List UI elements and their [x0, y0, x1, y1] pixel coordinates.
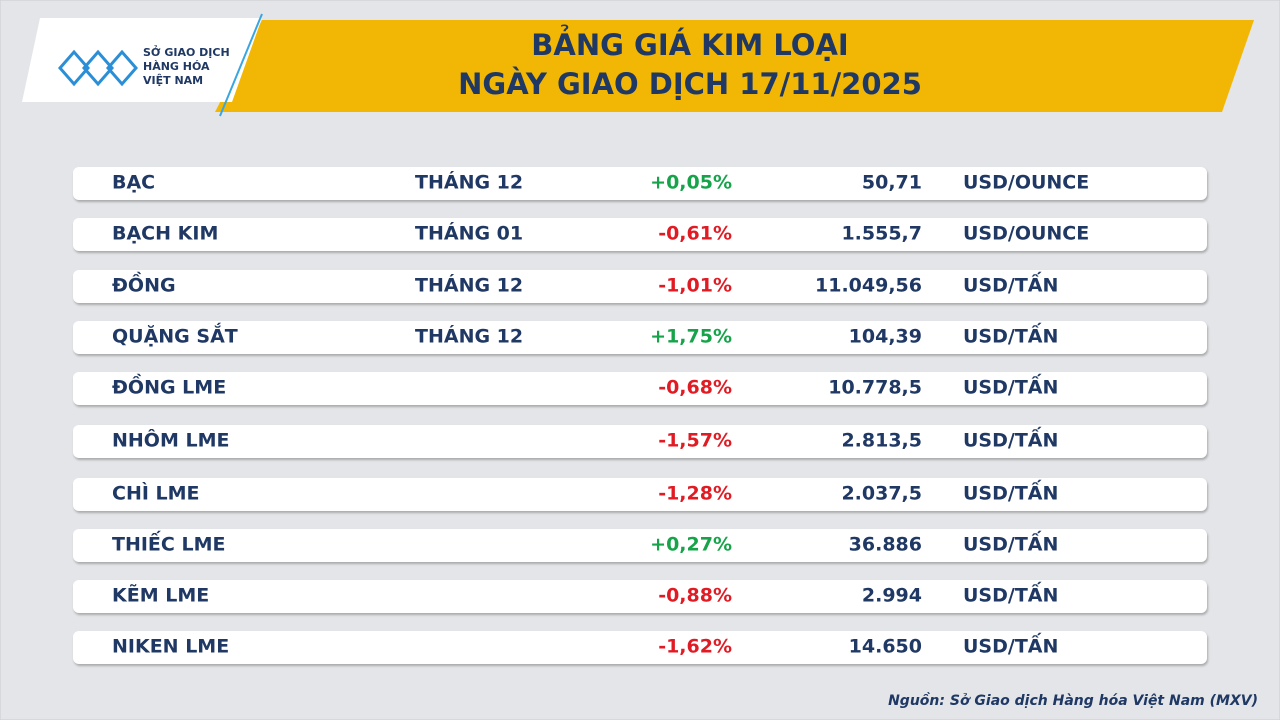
logo-text: VIỆT NAM	[143, 74, 203, 87]
price: 11.049,56	[815, 275, 922, 297]
logo-text: HÀNG HÓA	[143, 60, 210, 73]
price: 14.650	[849, 636, 922, 658]
price: 104,39	[849, 326, 922, 348]
unit: USD/TẤN	[963, 322, 1058, 348]
price-change: +1,75%	[650, 326, 732, 348]
commodity-name: KẼM LME	[112, 583, 209, 607]
row-background	[73, 425, 1207, 458]
contract-month: THÁNG 01	[415, 222, 523, 245]
commodity-name: NHÔM LME	[112, 428, 229, 452]
price: 2.813,5	[841, 430, 922, 452]
logo-text: SỞ GIAO DỊCH	[143, 45, 230, 59]
price: 50,71	[862, 172, 922, 194]
price-change: -1,01%	[658, 275, 732, 297]
row-background	[73, 218, 1207, 251]
contract-month: THÁNG 12	[415, 171, 523, 194]
price: 10.778,5	[828, 377, 922, 399]
price-change: -1,62%	[658, 636, 732, 658]
source: Nguồn: Sở Giao dịch Hàng hóa Việt Nam (M…	[888, 692, 1258, 709]
commodity-name: BẠCH KIM	[112, 223, 218, 245]
commodity-name: QUẶNG SẮT	[112, 322, 238, 348]
price-change: -0,68%	[658, 377, 732, 399]
unit: USD/TẤN	[963, 426, 1058, 452]
table: BẠC THÁNG 12 +0,05% 50,71 USD/OUNCE BẠCH KIM T…	[73, 167, 1207, 664]
price-change: +0,27%	[650, 534, 732, 556]
row-background	[73, 478, 1207, 511]
price: 1.555,7	[841, 223, 922, 245]
row-background	[73, 529, 1207, 562]
unit: USD/TẤN	[963, 479, 1058, 505]
row-background	[73, 372, 1207, 405]
price: 2.994	[862, 585, 922, 607]
unit: USD/TẤN	[963, 632, 1058, 658]
unit: USD/TẤN	[963, 530, 1058, 556]
row-background	[73, 321, 1207, 354]
unit: USD/TẤN	[963, 271, 1058, 297]
commodity-name: ĐỒNG LME	[112, 373, 226, 399]
price-change: -0,61%	[658, 223, 732, 245]
commodity-name: CHÌ LME	[112, 482, 200, 505]
commodity-name: BẠC	[112, 172, 155, 194]
price: 2.037,5	[841, 483, 922, 505]
contract-month: THÁNG 12	[415, 325, 523, 348]
title: NGÀY GIAO DỊCH 17/11/2025	[458, 67, 922, 101]
commodity-name: THIẾC LME	[112, 530, 225, 556]
unit: USD/TẤN	[963, 373, 1058, 399]
price-change: -0,88%	[658, 585, 732, 607]
price-change: +0,05%	[650, 172, 732, 194]
logo-accent	[219, 13, 263, 117]
unit: USD/TẤN	[963, 581, 1058, 607]
header-banner	[215, 20, 1254, 112]
row-background	[73, 580, 1207, 613]
unit: USD/OUNCE	[963, 172, 1089, 194]
price-change: -1,28%	[658, 483, 732, 505]
commodity-name: ĐỒNG	[112, 271, 176, 297]
contract-month: THÁNG 12	[415, 274, 523, 297]
row-background	[73, 631, 1207, 664]
price-change: -1,57%	[658, 430, 732, 452]
price: 36.886	[849, 534, 922, 556]
row-background	[73, 167, 1207, 200]
logo-icon	[58, 49, 138, 87]
commodity-name: NIKEN LME	[112, 636, 229, 658]
logo-box	[22, 18, 262, 102]
row-background	[73, 270, 1207, 303]
title: BẢNG GIÁ KIM LOẠI	[531, 25, 848, 62]
unit: USD/OUNCE	[963, 223, 1089, 245]
